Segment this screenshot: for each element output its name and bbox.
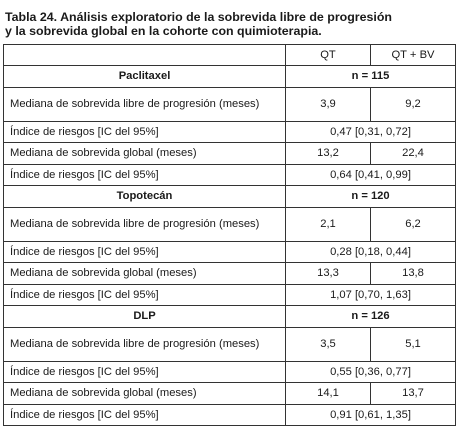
- caption-line-1: Tabla 24. Análisis exploratorio de la so…: [5, 10, 392, 24]
- value-qt-bv: 6,2: [370, 207, 456, 242]
- row-label: Índice de riesgos [IC del 95%]: [3, 361, 286, 383]
- row-label: Índice de riesgos [IC del 95%]: [3, 404, 286, 426]
- value-qt: 13,2: [285, 142, 371, 165]
- table-row: Índice de riesgos [IC del 95%] 0,28 [0,1…: [3, 241, 456, 263]
- row-label: Mediana de sobrevida global (meses): [3, 262, 286, 285]
- row-label: Mediana de sobrevida libre de progresión…: [3, 87, 286, 122]
- row-label: Mediana de sobrevida global (meses): [3, 382, 286, 405]
- value-hazard-ratio: 0,91 [0,61, 1,35]: [285, 404, 456, 426]
- table-row: Índice de riesgos [IC del 95%] 0,47 [0,3…: [3, 121, 456, 143]
- table-row: Mediana de sobrevida libre de progresión…: [3, 207, 456, 242]
- table-row: Índice de riesgos [IC del 95%] 0,55 [0,3…: [3, 361, 456, 383]
- table-caption: Tabla 24. Análisis exploratorio de la so…: [5, 10, 455, 38]
- value-qt: 13,3: [285, 262, 371, 285]
- value-qt: 3,9: [285, 87, 371, 122]
- group-name: Topotecán: [3, 185, 286, 208]
- value-hazard-ratio: 0,55 [0,36, 0,77]: [285, 361, 456, 383]
- table-row: Mediana de sobrevida global (meses) 14,1…: [3, 382, 456, 405]
- group-n: n = 120: [285, 185, 456, 208]
- value-qt-bv: 22,4: [370, 142, 456, 165]
- caption-line-2: y la sobrevida global en la cohorte con …: [5, 24, 322, 38]
- table-row: Mediana de sobrevida global (meses) 13,3…: [3, 262, 456, 285]
- header-qt-bv: QT + BV: [370, 44, 456, 66]
- header-row: QT QT + BV: [3, 44, 456, 66]
- row-label: Índice de riesgos [IC del 95%]: [3, 164, 286, 186]
- row-label: Mediana de sobrevida global (meses): [3, 142, 286, 165]
- row-label: Índice de riesgos [IC del 95%]: [3, 121, 286, 143]
- value-hazard-ratio: 1,07 [0,70, 1,63]: [285, 284, 456, 306]
- group-row-topotecan: Topotecán n = 120: [3, 185, 456, 208]
- row-label: Mediana de sobrevida libre de progresión…: [3, 207, 286, 242]
- value-qt-bv: 13,7: [370, 382, 456, 405]
- group-name: DLP: [3, 305, 286, 328]
- table-row: Índice de riesgos [IC del 95%] 0,64 [0,4…: [3, 164, 456, 186]
- value-qt-bv: 9,2: [370, 87, 456, 122]
- value-hazard-ratio: 0,64 [0,41, 0,99]: [285, 164, 456, 186]
- table-row: Índice de riesgos [IC del 95%] 1,07 [0,7…: [3, 284, 456, 306]
- group-n: n = 126: [285, 305, 456, 328]
- value-qt-bv: 5,1: [370, 327, 456, 362]
- table-row: Mediana de sobrevida libre de progresión…: [3, 327, 456, 362]
- table-row: Mediana de sobrevida global (meses) 13,2…: [3, 142, 456, 165]
- table-row: Índice de riesgos [IC del 95%] 0,91 [0,6…: [3, 404, 456, 426]
- group-n: n = 115: [285, 65, 456, 88]
- value-qt: 2,1: [285, 207, 371, 242]
- row-label: Mediana de sobrevida libre de progresión…: [3, 327, 286, 362]
- value-qt: 3,5: [285, 327, 371, 362]
- value-hazard-ratio: 0,47 [0,31, 0,72]: [285, 121, 456, 143]
- group-name: Paclitaxel: [3, 65, 286, 88]
- value-qt-bv: 13,8: [370, 262, 456, 285]
- header-empty-cell: [3, 44, 286, 66]
- value-qt: 14,1: [285, 382, 371, 405]
- row-label: Índice de riesgos [IC del 95%]: [3, 241, 286, 263]
- group-row-paclitaxel: Paclitaxel n = 115: [3, 65, 456, 88]
- value-hazard-ratio: 0,28 [0,18, 0,44]: [285, 241, 456, 263]
- header-qt: QT: [285, 44, 371, 66]
- results-table: QT QT + BV Paclitaxel n = 115 Mediana de…: [3, 44, 456, 426]
- table-row: Mediana de sobrevida libre de progresión…: [3, 87, 456, 122]
- group-row-dlp: DLP n = 126: [3, 305, 456, 328]
- row-label: Índice de riesgos [IC del 95%]: [3, 284, 286, 306]
